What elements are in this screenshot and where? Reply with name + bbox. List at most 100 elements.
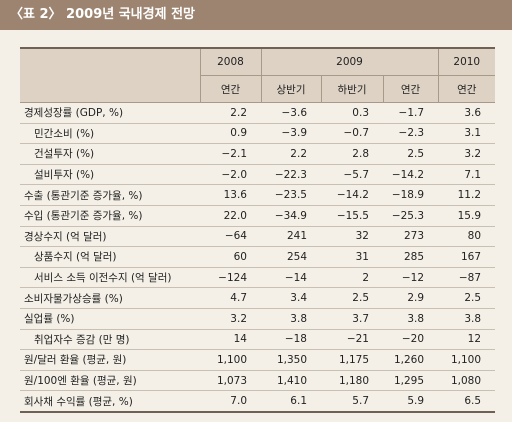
- table-row: 취업자수 증감 (만 명) 14 −18 −21 −20 12: [20, 329, 496, 351]
- value-cell: 3.8: [438, 308, 496, 330]
- value-cell: 60: [200, 246, 261, 268]
- table-row: 경상수지 (억 달러) −64 241 32 273 80: [20, 226, 496, 248]
- value-cell: 0.9: [200, 123, 261, 145]
- header-cell: 상반기: [260, 75, 321, 103]
- value-cell: 1,100: [200, 349, 261, 371]
- header-cell: 2009: [260, 47, 439, 76]
- value-cell: −15.5: [321, 205, 383, 227]
- value-cell: 1,260: [383, 349, 439, 371]
- value-cell: 0.3: [321, 102, 383, 124]
- row-label: 회사채 수익률 (평균, %): [20, 390, 200, 413]
- row-label: 건설투자 (%): [20, 143, 200, 165]
- value-cell: 2.5: [438, 287, 496, 309]
- table-row: 상품수지 (억 달러) 60 254 31 285 167: [20, 246, 496, 268]
- header-cell: 2010: [437, 47, 496, 76]
- row-label: 수출 (통관기준 증가율, %): [20, 184, 200, 206]
- value-cell: 15.9: [438, 205, 496, 227]
- value-cell: 1,295: [383, 370, 439, 392]
- value-cell: 80: [438, 226, 496, 248]
- row-label: 설비투자 (%): [20, 164, 200, 186]
- row-label: 경제성장률 (GDP, %): [20, 102, 200, 124]
- row-label: 소비자물가상승률 (%): [20, 287, 200, 309]
- value-cell: 167: [438, 246, 496, 268]
- table-row: 수출 (통관기준 증가율, %) 13.6 −23.5 −14.2 −18.9 11.2: [20, 184, 496, 206]
- table-row: 경제성장률 (GDP, %) 2.2 −3.6 0.3 −1.7 3.6: [20, 102, 496, 124]
- row-label: 원/달러 환율 (평균, 원): [20, 349, 200, 371]
- value-cell: −2.1: [200, 143, 261, 165]
- value-cell: 32: [321, 226, 383, 248]
- header-row: 2008 2009 2010: [20, 47, 496, 103]
- value-cell: −0.7: [321, 123, 383, 145]
- table-body: 경제성장률 (GDP, %) 2.2 −3.6 0.3 −1.7 3.6 민간소비 (%) 0…: [20, 102, 496, 413]
- header-cell: [20, 47, 200, 103]
- value-cell: 2.8: [321, 143, 383, 165]
- table-header: 2008 2009 2010 연간 상반기 하반기 연간 연간: [20, 47, 496, 103]
- value-cell: −14: [261, 267, 321, 289]
- value-cell: 3.6: [438, 102, 496, 124]
- value-cell: 1,175: [321, 349, 383, 371]
- value-cell: −3.9: [261, 123, 321, 145]
- value-cell: −18.9: [383, 184, 439, 206]
- value-cell: 5.7: [321, 390, 383, 413]
- value-cell: −87: [438, 267, 496, 289]
- value-cell: −34.9: [261, 205, 321, 227]
- value-cell: 4.7: [200, 287, 261, 309]
- value-cell: −3.6: [261, 102, 321, 124]
- value-cell: 2.2: [261, 143, 321, 165]
- value-cell: 2.9: [383, 287, 439, 309]
- table-row: 건설투자 (%) −2.1 2.2 2.8 2.5 3.2: [20, 143, 496, 165]
- value-cell: −25.3: [383, 205, 439, 227]
- table-row: 회사채 수익률 (평균, %) 7.0 6.1 5.7 5.9 6.5: [20, 390, 496, 413]
- table-row: 실업률 (%) 3.2 3.8 3.7 3.8 3.8: [20, 308, 496, 330]
- value-cell: 241: [261, 226, 321, 248]
- value-cell: 3.4: [261, 287, 321, 309]
- table-row: 민간소비 (%) 0.9 −3.9 −0.7 −2.3 3.1: [20, 123, 496, 145]
- value-cell: 1,350: [261, 349, 321, 371]
- value-cell: −14.2: [321, 184, 383, 206]
- value-cell: 1,100: [438, 349, 496, 371]
- table-row: 서비스 소득 이전수지 (억 달러) −124 −14 2 −12 −87: [20, 267, 496, 289]
- value-cell: 7.0: [200, 390, 261, 413]
- value-cell: 254: [261, 246, 321, 268]
- value-cell: 13.6: [200, 184, 261, 206]
- forecast-table: 2008 2009 2010 연간 상반기 하반기 연간 연간 경제성장률 (G…: [20, 47, 496, 413]
- value-cell: 2.5: [383, 143, 439, 165]
- value-cell: 6.5: [438, 390, 496, 413]
- value-cell: 3.2: [438, 143, 496, 165]
- value-cell: 11.2: [438, 184, 496, 206]
- value-cell: −22.3: [261, 164, 321, 186]
- value-cell: −5.7: [321, 164, 383, 186]
- value-cell: −64: [200, 226, 261, 248]
- value-cell: −2.3: [383, 123, 439, 145]
- header-row: 연간 상반기 하반기 연간 연간: [20, 75, 496, 103]
- value-cell: −18: [261, 329, 321, 351]
- value-cell: 2.5: [321, 287, 383, 309]
- row-label: 경상수지 (억 달러): [20, 226, 200, 248]
- row-label: 취업자수 증감 (만 명): [20, 329, 200, 351]
- header-cell: 연간: [382, 75, 439, 103]
- value-cell: 3.8: [261, 308, 321, 330]
- value-cell: −14.2: [383, 164, 439, 186]
- value-cell: 5.9: [383, 390, 439, 413]
- row-label: 원/100엔 환율 (평균, 원): [20, 370, 200, 392]
- row-label: 상품수지 (억 달러): [20, 246, 200, 268]
- value-cell: 7.1: [438, 164, 496, 186]
- table-row: 원/100엔 환율 (평균, 원) 1,073 1,410 1,180 1,295 1,0…: [20, 370, 496, 392]
- value-cell: 285: [383, 246, 439, 268]
- value-cell: 2: [321, 267, 383, 289]
- value-cell: −2.0: [200, 164, 261, 186]
- value-cell: 2.2: [200, 102, 261, 124]
- value-cell: 3.7: [321, 308, 383, 330]
- value-cell: 14: [200, 329, 261, 351]
- table-row: 수입 (통관기준 증가율, %) 22.0 −34.9 −15.5 −25.3 15.9: [20, 205, 496, 227]
- row-label: 민간소비 (%): [20, 123, 200, 145]
- value-cell: 12: [438, 329, 496, 351]
- header-cell: 연간: [199, 75, 261, 103]
- value-cell: −20: [383, 329, 439, 351]
- row-label: 실업률 (%): [20, 308, 200, 330]
- value-cell: −23.5: [261, 184, 321, 206]
- value-cell: −12: [383, 267, 439, 289]
- value-cell: −21: [321, 329, 383, 351]
- table-row: 소비자물가상승률 (%) 4.7 3.4 2.5 2.9 2.5: [20, 287, 496, 309]
